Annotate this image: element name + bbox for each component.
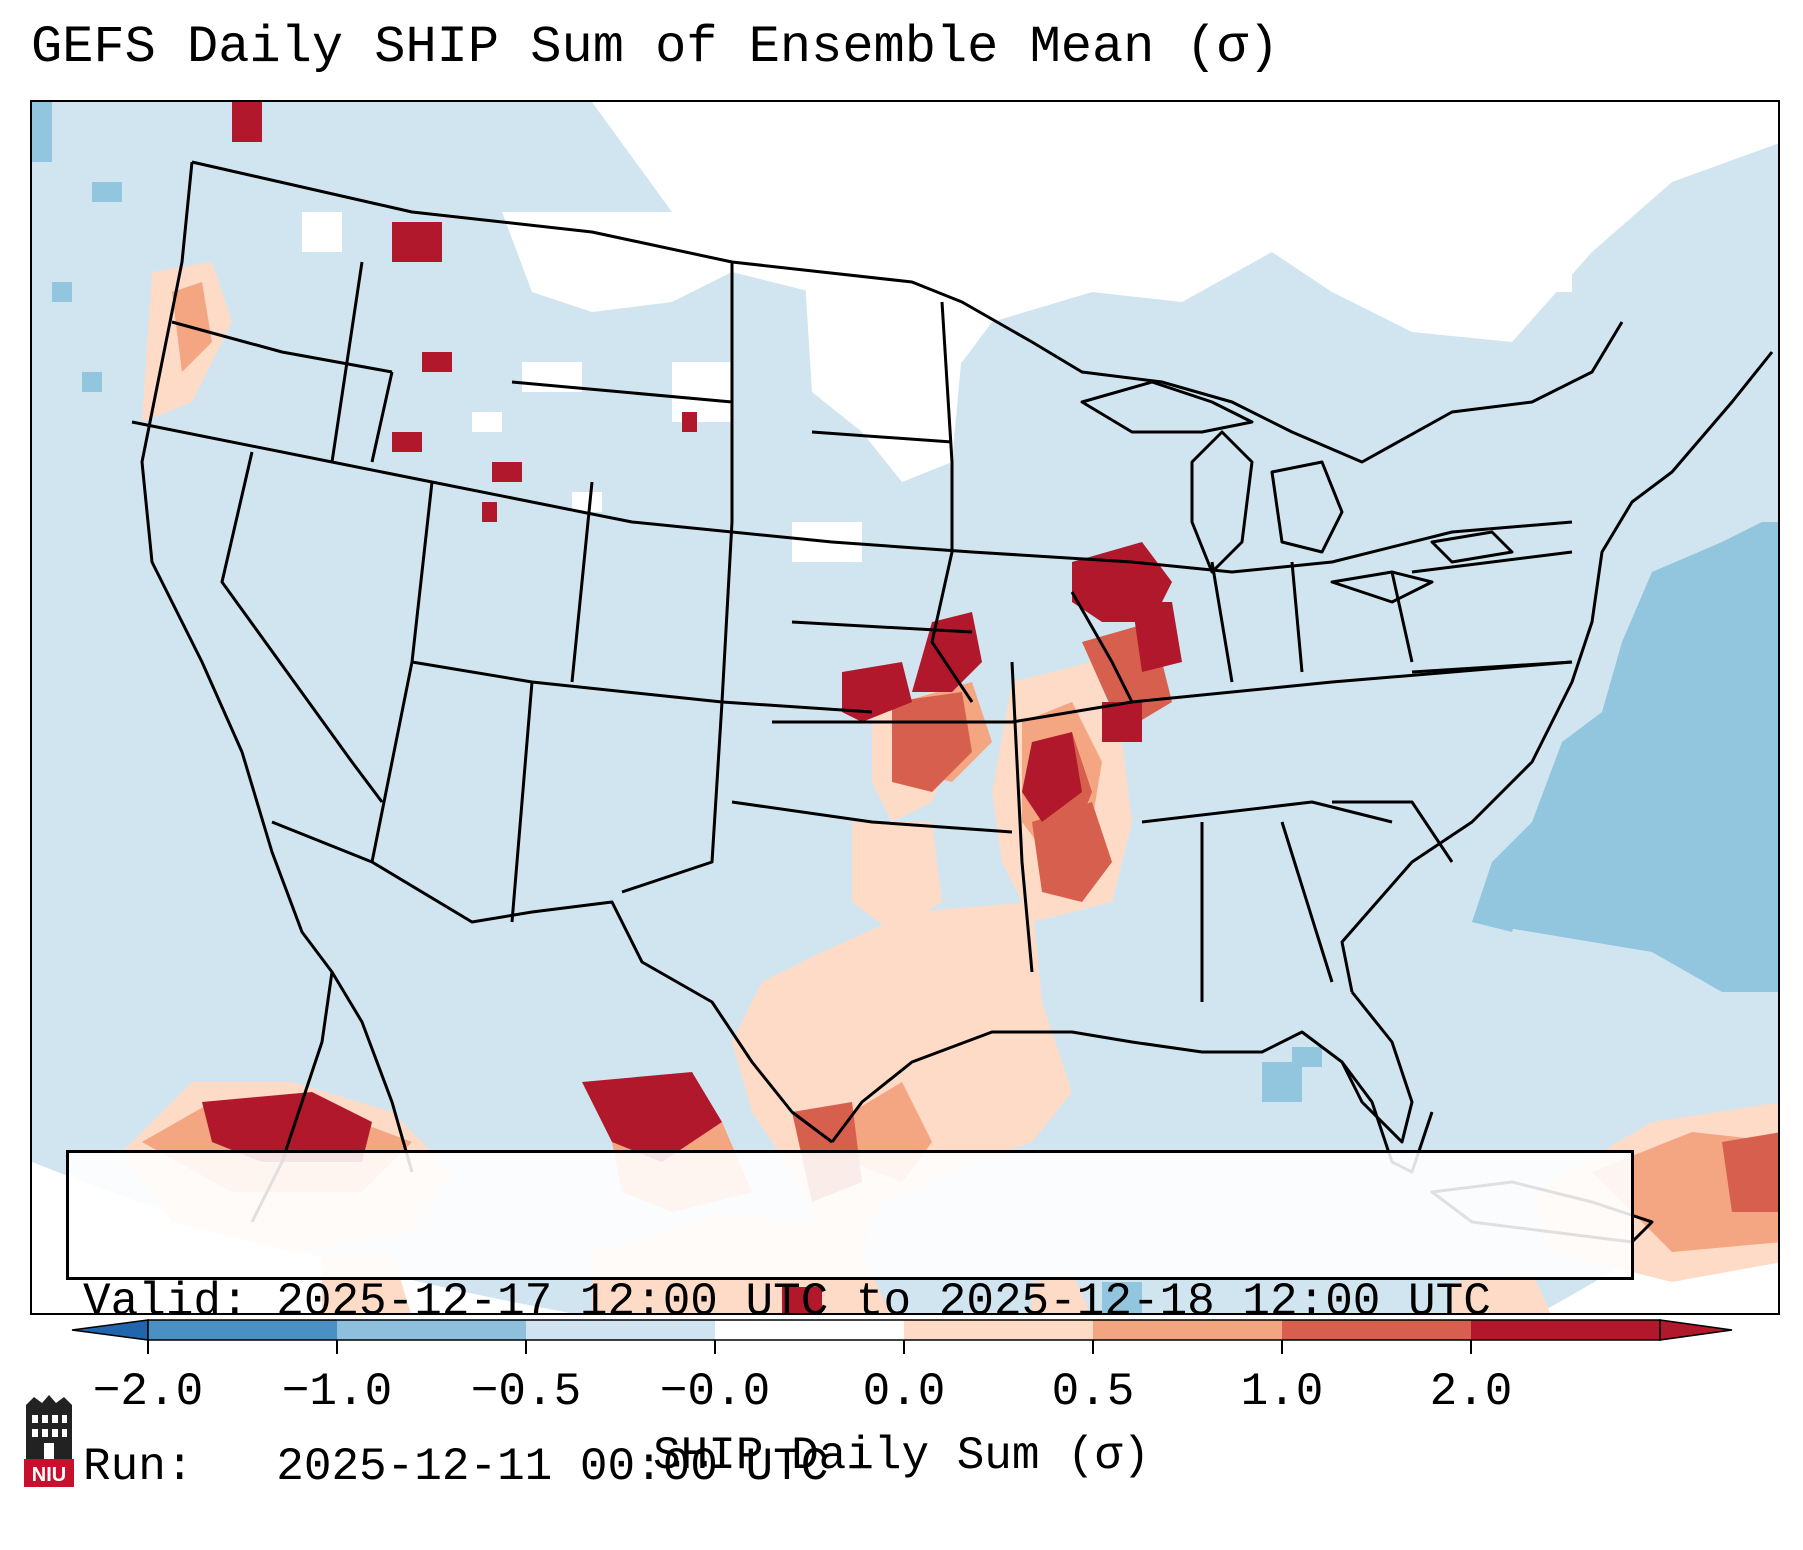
niu-logo: NIU <box>24 1395 74 1487</box>
neutral-patches <box>302 102 1778 562</box>
map-panel <box>30 100 1780 1315</box>
colorbar-tick-label: −0.5 <box>470 1366 582 1418</box>
map-canvas <box>32 102 1778 1313</box>
colorbar-extend-low <box>71 1319 149 1341</box>
colorbar-bin <box>1282 1320 1472 1340</box>
colorbar-extend-high <box>1659 1319 1733 1341</box>
colorbar-bin <box>715 1320 905 1340</box>
colorbar-bin <box>1471 1320 1661 1340</box>
map-borders <box>131 160 1774 1244</box>
page-title: GEFS Daily SHIP Sum of Ensemble Mean (σ) <box>31 18 1280 77</box>
negative-anomaly-areas <box>32 102 1778 1313</box>
colorbar-tick-label: −0.0 <box>659 1366 771 1418</box>
colorbar-bin <box>526 1320 716 1340</box>
colorbar-tick-label: 0.5 <box>1051 1366 1135 1418</box>
colorbar <box>71 1319 1733 1354</box>
colorbar-bin <box>904 1320 1094 1340</box>
run-time-text: Run: 2025-12-11 00:00 UTC <box>83 1441 829 1493</box>
very-strong-positive-areas <box>202 102 1182 1313</box>
colorbar-tick-label: −1.0 <box>281 1366 393 1418</box>
colorbar-bin <box>1093 1320 1283 1340</box>
logo-text: NIU <box>32 1464 66 1486</box>
colorbar-tick-label: 0.0 <box>862 1366 946 1418</box>
colorbar-bin <box>337 1320 527 1340</box>
colorbar-tick-label: 1.0 <box>1240 1366 1324 1418</box>
logo-tower-icon <box>26 1395 72 1459</box>
run-info-box: Valid: 2025-12-17 12:00 UTC to 2025-12-1… <box>66 1150 1634 1493</box>
logo-badge <box>24 1459 74 1487</box>
colorbar-tick-label: −2.0 <box>92 1366 204 1418</box>
colorbar-tick-label: 2.0 <box>1429 1366 1513 1418</box>
colorbar-label: SHIP Daily Sum (σ) <box>653 1430 1150 1482</box>
colorbar-bin <box>148 1320 338 1340</box>
